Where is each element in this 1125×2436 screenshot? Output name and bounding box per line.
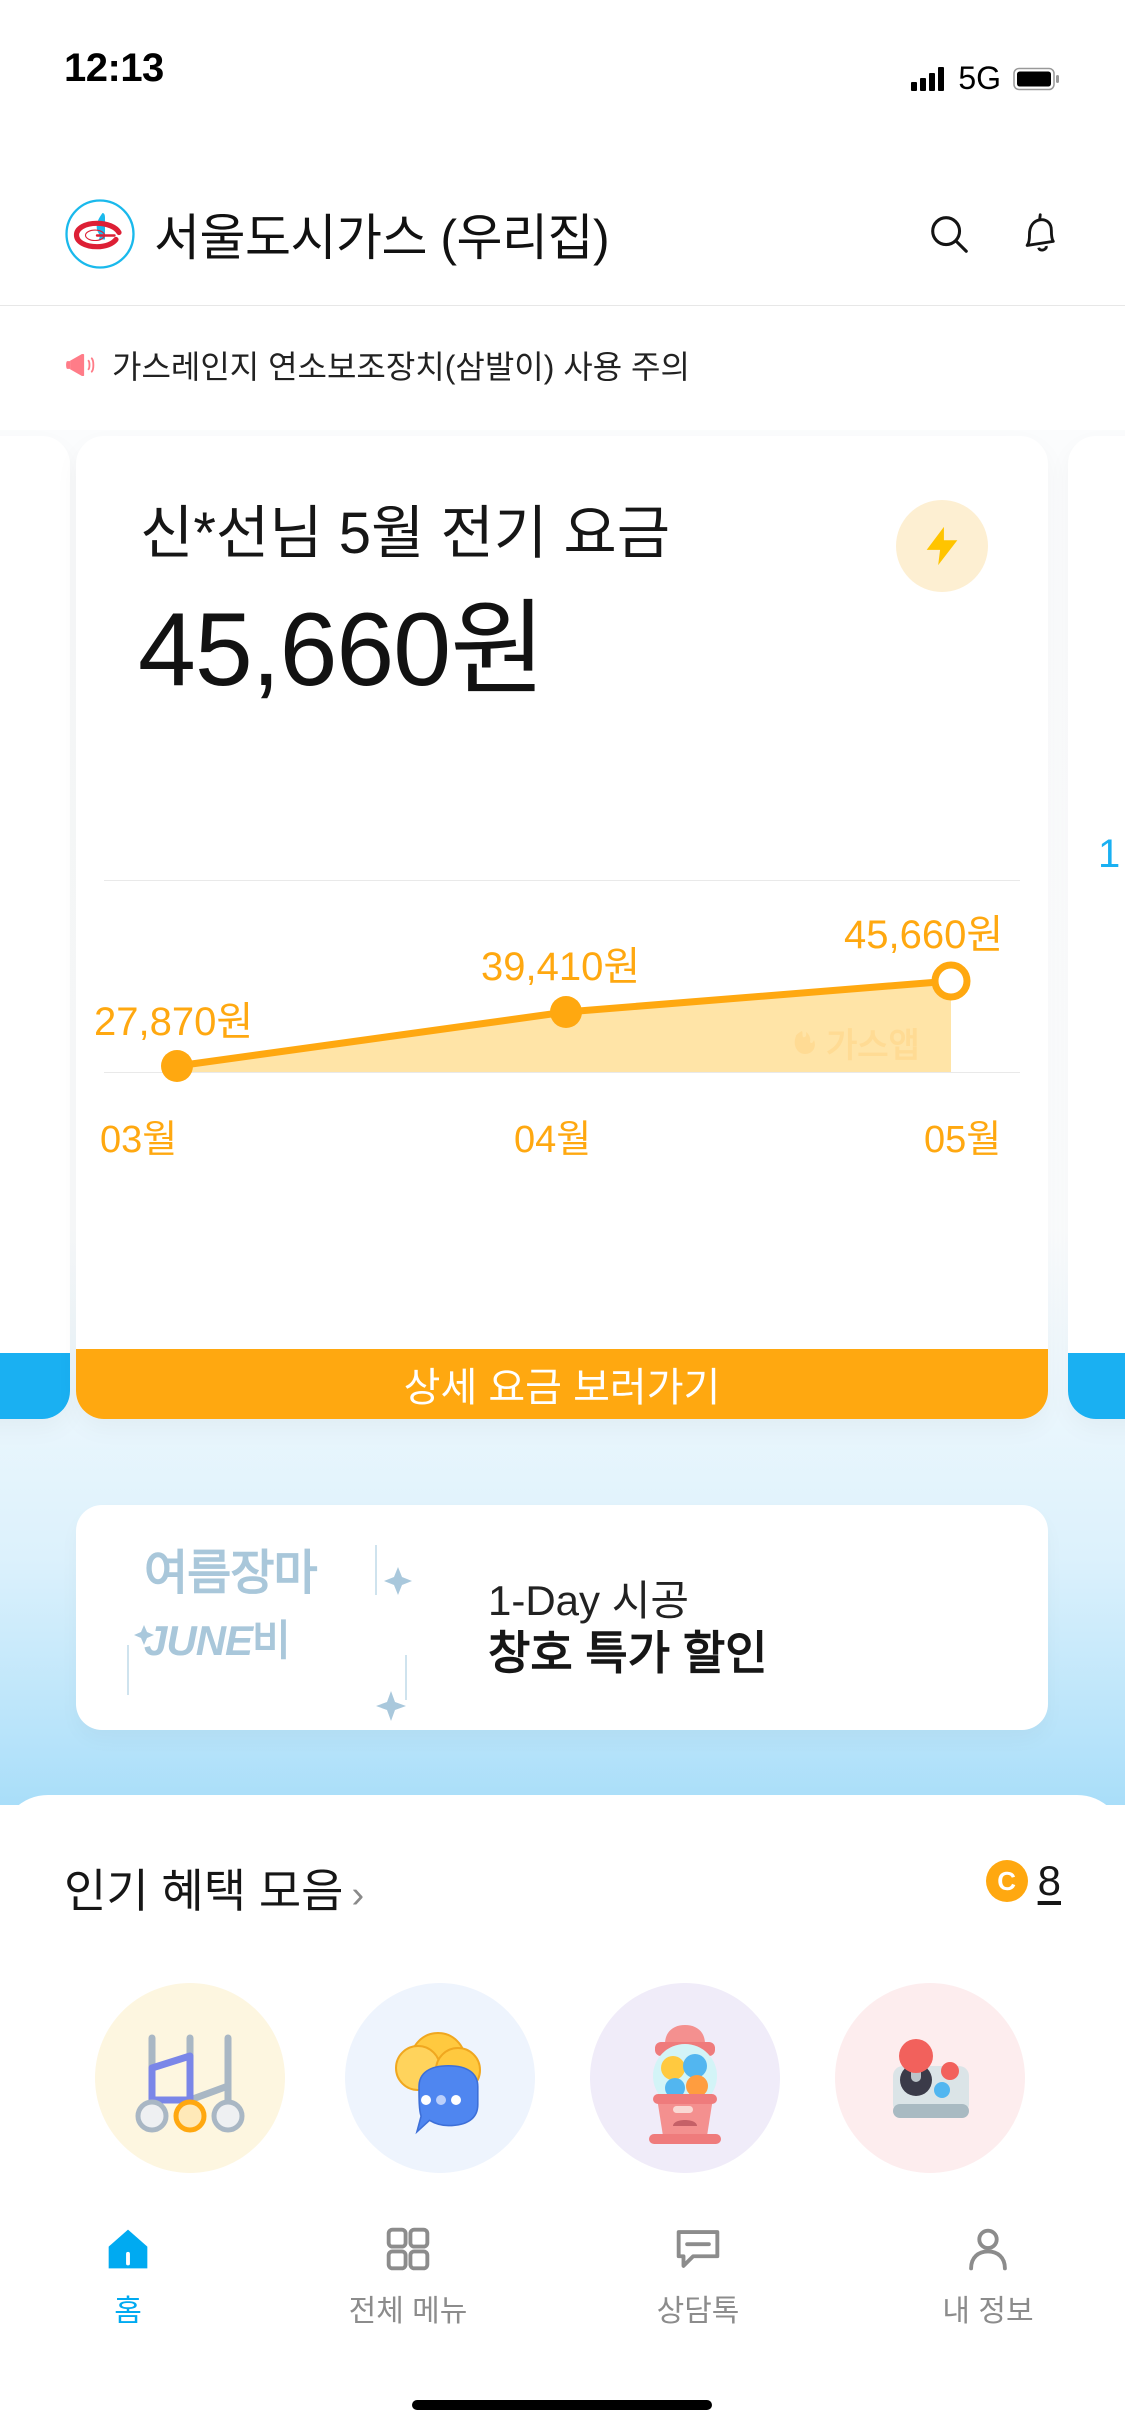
svg-text:27,870원: 27,870원 (94, 1000, 253, 1044)
svg-text:39,410원: 39,410원 (481, 945, 640, 989)
svg-text:가스앱: 가스앱 (826, 1027, 920, 1065)
svg-text:45,660원: 45,660원 (844, 913, 1003, 957)
